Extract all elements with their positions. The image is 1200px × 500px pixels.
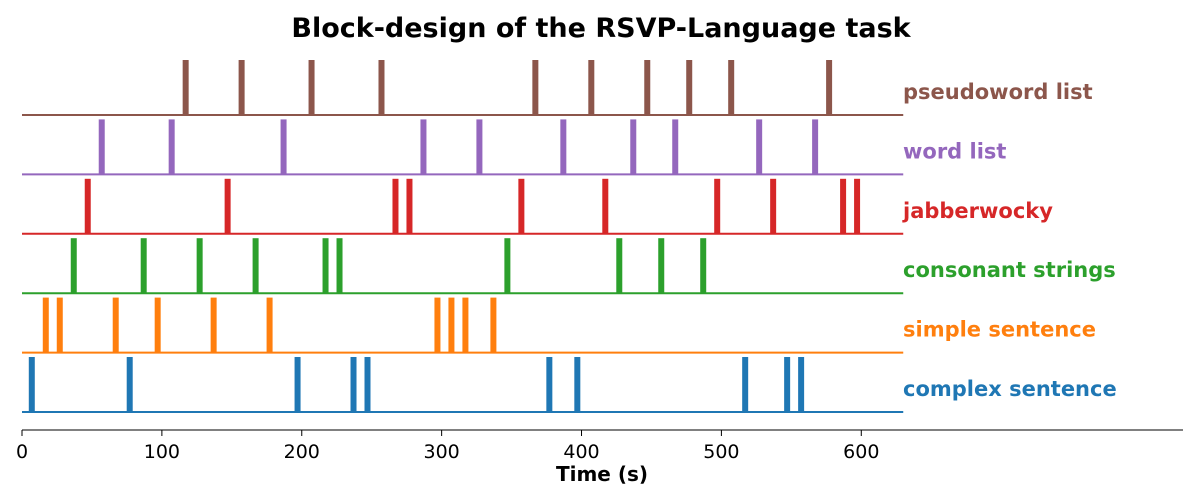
event-pulse xyxy=(127,357,133,412)
event-pulse xyxy=(420,119,426,174)
event-pulse xyxy=(532,60,538,115)
event-pulse xyxy=(378,60,384,115)
event-pulse xyxy=(784,357,790,412)
x-tick-label: 500 xyxy=(703,441,739,463)
event-pulse xyxy=(141,238,147,293)
event-pulse xyxy=(840,179,846,234)
event-pulse xyxy=(588,60,594,115)
event-pulse xyxy=(71,238,77,293)
x-tick-label: 400 xyxy=(563,441,599,463)
x-tick-label: 300 xyxy=(424,441,460,463)
event-pulse xyxy=(714,179,720,234)
event-pulse xyxy=(546,357,552,412)
event-pulse xyxy=(169,119,175,174)
event-pulse xyxy=(295,357,301,412)
series-simple-sentence: simple sentence xyxy=(22,298,1096,353)
event-pulse xyxy=(560,119,566,174)
event-pulse xyxy=(225,179,231,234)
series-label: complex sentence xyxy=(903,377,1117,401)
event-pulse xyxy=(85,179,91,234)
event-pulse xyxy=(770,179,776,234)
event-pulse xyxy=(672,119,678,174)
event-pulse xyxy=(99,119,105,174)
event-pulse xyxy=(798,357,804,412)
event-pulse xyxy=(826,60,832,115)
event-pulse xyxy=(57,298,63,353)
event-pulse xyxy=(602,179,608,234)
event-pulse xyxy=(337,238,343,293)
event-pulse xyxy=(253,238,259,293)
event-pulse xyxy=(490,298,496,353)
event-pulse xyxy=(686,60,692,115)
x-tick-label: 0 xyxy=(16,441,28,463)
event-pulse xyxy=(365,357,371,412)
event-pulse xyxy=(239,60,245,115)
event-pulse xyxy=(658,238,664,293)
event-pulse xyxy=(323,238,329,293)
event-pulse xyxy=(812,119,818,174)
event-pulse xyxy=(742,357,748,412)
x-tick-label: 200 xyxy=(284,441,320,463)
event-pulse xyxy=(462,298,468,353)
event-pulse xyxy=(392,179,398,234)
event-pulse xyxy=(630,119,636,174)
event-pulse xyxy=(183,60,189,115)
series-label: simple sentence xyxy=(903,318,1096,342)
event-pulse xyxy=(518,179,524,234)
x-axis-label: Time (s) xyxy=(556,462,648,486)
event-pulse xyxy=(351,357,357,412)
event-pulse xyxy=(700,238,706,293)
series-jabberwocky: jabberwocky xyxy=(22,179,1053,234)
event-pulse xyxy=(211,298,217,353)
event-pulse xyxy=(644,60,650,115)
event-pulse xyxy=(406,179,412,234)
x-ticks: 0 100 200 300 400 500 600 xyxy=(16,430,879,463)
event-pulse xyxy=(756,119,762,174)
series-consonant-strings: consonant strings xyxy=(22,238,1116,293)
event-pulse xyxy=(728,60,734,115)
event-pulse xyxy=(281,119,287,174)
x-tick-label: 600 xyxy=(843,441,879,463)
event-pulse xyxy=(43,298,49,353)
chart-title: Block-design of the RSVP-Language task xyxy=(291,13,911,44)
event-pulse xyxy=(155,298,161,353)
series-pseudoword-list: pseudoword list xyxy=(22,60,1093,115)
series-label: consonant strings xyxy=(903,258,1116,282)
event-pulse xyxy=(616,238,622,293)
event-pulse xyxy=(854,179,860,234)
x-axis: 0 100 200 300 400 500 600 xyxy=(16,430,1183,463)
event-pulse xyxy=(267,298,273,353)
series-label: pseudoword list xyxy=(903,80,1093,104)
event-pulse xyxy=(29,357,35,412)
series-complex-sentence: complex sentence xyxy=(22,357,1117,412)
event-pulse xyxy=(476,119,482,174)
event-pulse xyxy=(574,357,580,412)
series-layer: pseudoword list word list jabberwocky conso… xyxy=(22,60,1117,412)
series-word-list: word list xyxy=(22,119,1006,174)
series-label: word list xyxy=(903,139,1006,163)
x-tick-label: 100 xyxy=(144,441,180,463)
series-label: jabberwocky xyxy=(902,199,1053,223)
event-pulse xyxy=(309,60,315,115)
event-pulse xyxy=(197,238,203,293)
event-pulse xyxy=(113,298,119,353)
event-pulse xyxy=(434,298,440,353)
event-pulse xyxy=(504,238,510,293)
event-pulse xyxy=(448,298,454,353)
